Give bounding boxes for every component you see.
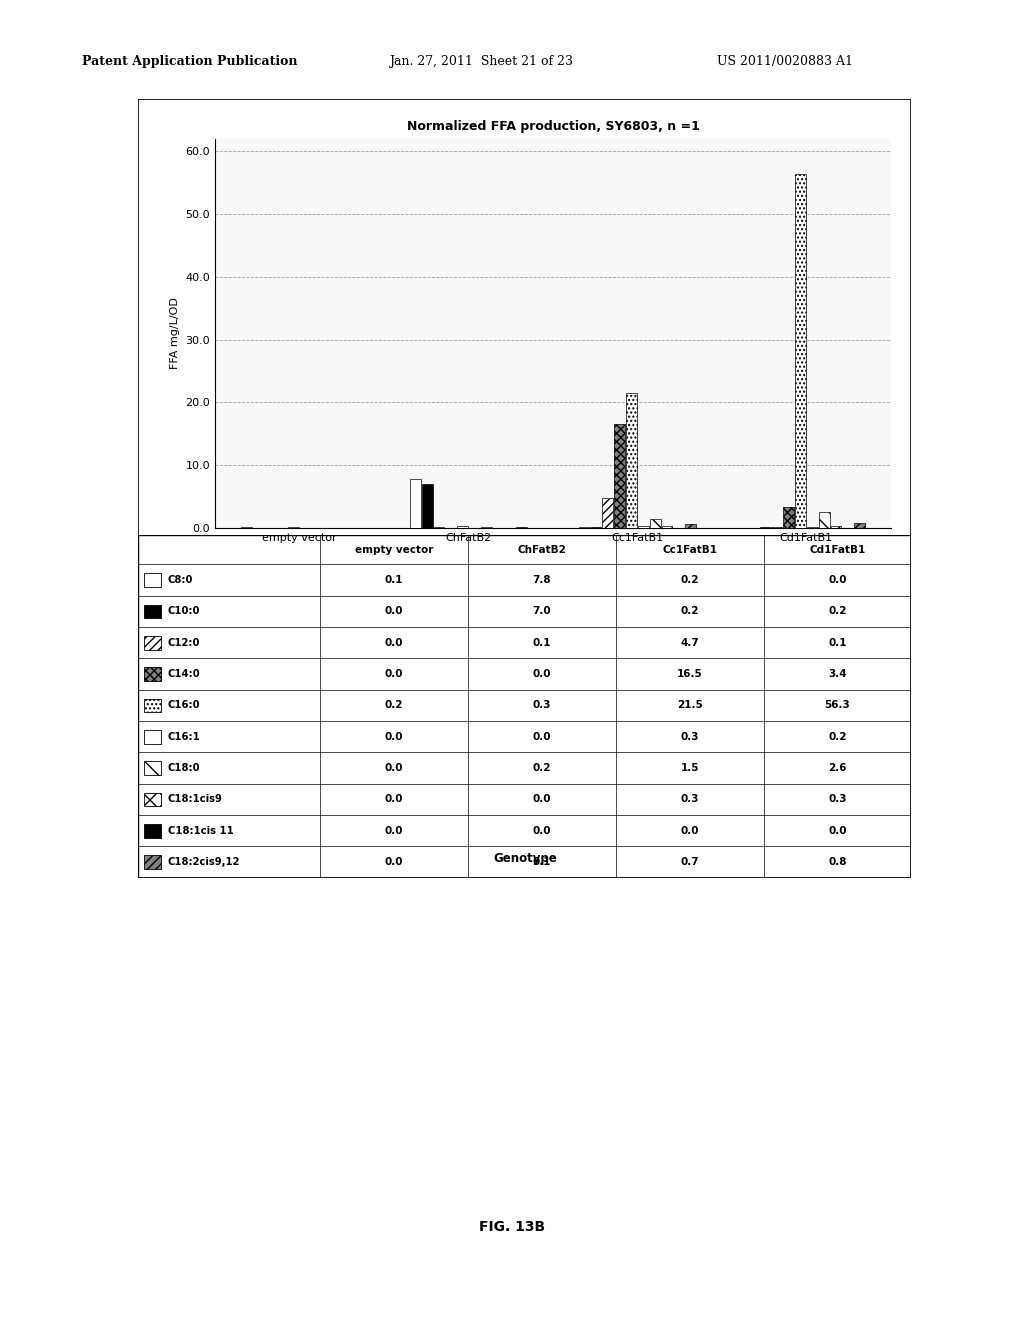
Text: Patent Application Publication: Patent Application Publication (82, 55, 297, 69)
Text: 56.3: 56.3 (824, 701, 850, 710)
Text: 4.7: 4.7 (680, 638, 699, 648)
Bar (410, 479, 421, 528)
Text: 0.7: 0.7 (680, 857, 699, 867)
Title: Normalized FFA production, SY6803, n =1: Normalized FFA production, SY6803, n =1 (407, 120, 699, 133)
Bar (422, 484, 432, 528)
Bar (144, 792, 162, 807)
Text: 0.2: 0.2 (680, 576, 698, 585)
Text: 0.2: 0.2 (385, 701, 403, 710)
Text: 0.0: 0.0 (532, 826, 551, 836)
Bar (830, 527, 842, 528)
Text: 0.0: 0.0 (385, 606, 403, 616)
Bar (783, 507, 794, 528)
Text: C18:0: C18:0 (168, 763, 200, 774)
Bar (144, 855, 162, 869)
Text: 0.0: 0.0 (385, 795, 403, 804)
Bar (144, 605, 162, 618)
Text: 7.0: 7.0 (532, 606, 551, 616)
Bar (144, 762, 162, 775)
Text: Cc1FatB1: Cc1FatB1 (663, 545, 717, 554)
Text: 0.2: 0.2 (680, 606, 698, 616)
Bar (685, 524, 696, 528)
Text: C8:0: C8:0 (168, 576, 193, 585)
Text: C12:0: C12:0 (168, 638, 200, 648)
Text: 0.0: 0.0 (828, 576, 847, 585)
Text: 0.3: 0.3 (532, 701, 551, 710)
Text: 3.4: 3.4 (828, 669, 847, 678)
Bar (457, 527, 468, 528)
Bar (854, 523, 865, 528)
Text: C16:1: C16:1 (168, 731, 201, 742)
Text: 0.1: 0.1 (385, 576, 403, 585)
Text: 1.5: 1.5 (680, 763, 698, 774)
Bar (795, 174, 806, 528)
Text: empty vector: empty vector (354, 545, 433, 554)
Text: ChFatB2: ChFatB2 (517, 545, 566, 554)
Text: 0.2: 0.2 (532, 763, 551, 774)
Bar (144, 730, 162, 743)
Text: US 2011/0020883 A1: US 2011/0020883 A1 (717, 55, 853, 69)
Bar (626, 393, 637, 528)
Text: 0.3: 0.3 (680, 795, 698, 804)
Text: Jan. 27, 2011  Sheet 21 of 23: Jan. 27, 2011 Sheet 21 of 23 (389, 55, 573, 69)
Bar (144, 667, 162, 681)
Bar (614, 424, 625, 528)
Bar (144, 573, 162, 587)
Text: 0.0: 0.0 (680, 826, 698, 836)
Bar (662, 527, 673, 528)
Text: 7.8: 7.8 (532, 576, 551, 585)
Text: 0.3: 0.3 (828, 795, 847, 804)
Text: 0.1: 0.1 (532, 638, 551, 648)
Bar (819, 512, 829, 528)
Text: C10:0: C10:0 (168, 606, 200, 616)
Text: FIG. 13B: FIG. 13B (479, 1220, 545, 1234)
Text: 0.0: 0.0 (385, 638, 403, 648)
Bar (638, 527, 649, 528)
Y-axis label: FFA mg/L/OD: FFA mg/L/OD (170, 297, 180, 370)
Text: Cd1FatB1: Cd1FatB1 (809, 545, 865, 554)
Text: 0.1: 0.1 (532, 857, 551, 867)
Text: 0.0: 0.0 (385, 826, 403, 836)
Bar (650, 519, 660, 528)
Text: 0.0: 0.0 (385, 763, 403, 774)
Text: 0.0: 0.0 (532, 795, 551, 804)
Text: C16:0: C16:0 (168, 701, 200, 710)
Text: C18:1cis9: C18:1cis9 (168, 795, 222, 804)
Bar (144, 698, 162, 713)
Text: C18:1cis 11: C18:1cis 11 (168, 826, 233, 836)
Text: 0.0: 0.0 (385, 669, 403, 678)
Text: Genotype: Genotype (493, 851, 557, 865)
Bar (144, 824, 162, 838)
Text: 0.2: 0.2 (828, 731, 847, 742)
Text: C18:2cis9,12: C18:2cis9,12 (168, 857, 240, 867)
Text: 0.1: 0.1 (828, 638, 847, 648)
Text: 2.6: 2.6 (828, 763, 847, 774)
Text: 0.0: 0.0 (532, 731, 551, 742)
Text: 0.8: 0.8 (828, 857, 847, 867)
Text: 0.0: 0.0 (385, 857, 403, 867)
Text: 0.0: 0.0 (385, 731, 403, 742)
Bar (602, 499, 613, 528)
Bar (144, 636, 162, 649)
Text: 0.2: 0.2 (828, 606, 847, 616)
Text: 0.0: 0.0 (828, 826, 847, 836)
Text: 0.3: 0.3 (680, 731, 698, 742)
Text: 16.5: 16.5 (677, 669, 702, 678)
Text: C14:0: C14:0 (168, 669, 201, 678)
Text: 21.5: 21.5 (677, 701, 702, 710)
Text: 0.0: 0.0 (532, 669, 551, 678)
